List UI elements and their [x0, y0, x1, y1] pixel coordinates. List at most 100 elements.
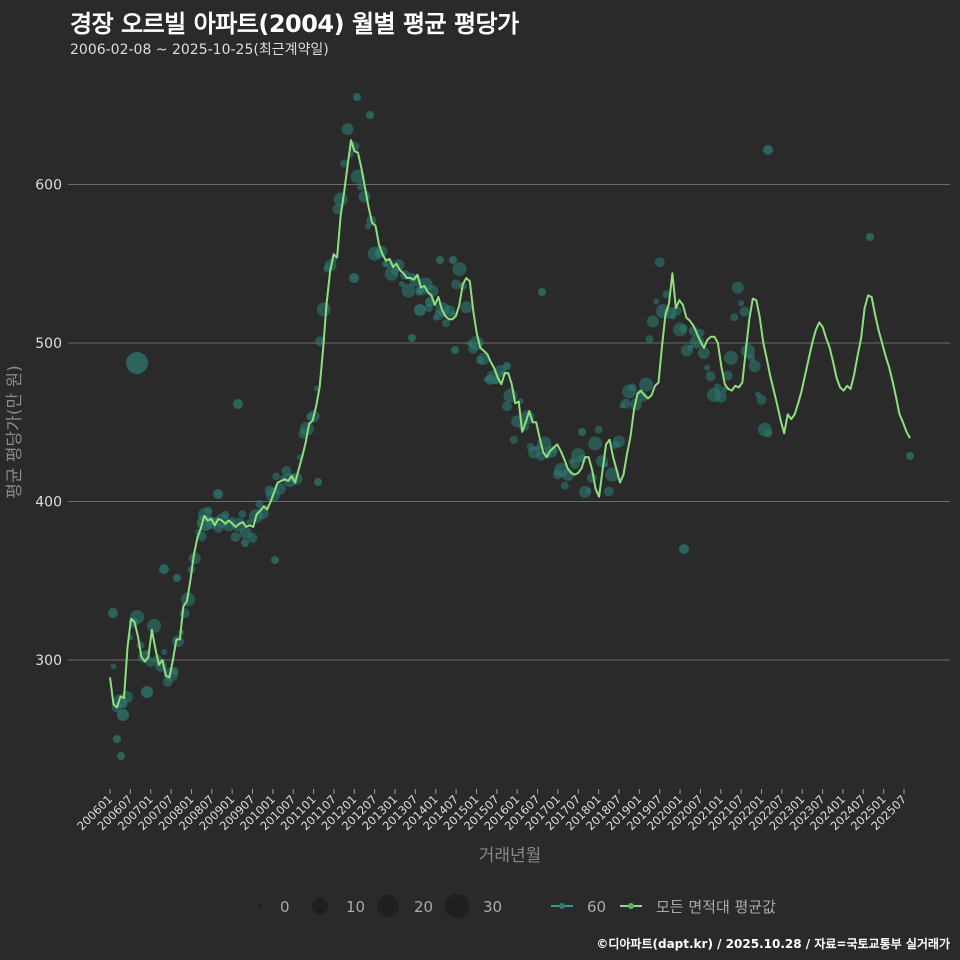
data-point [188, 552, 201, 565]
y-tick-label: 400 [35, 495, 62, 511]
legend-60-dot [559, 903, 565, 909]
data-point [408, 334, 416, 342]
data-point [646, 315, 659, 328]
legend-size-swatch [445, 894, 469, 918]
data-point [333, 192, 348, 207]
data-point [314, 478, 322, 486]
data-point [509, 435, 518, 444]
data-point [173, 574, 181, 582]
legend-size-label: 30 [483, 898, 502, 916]
chart-title: 경장 오르빌 아파트(2004) 월별 평균 평당가 [70, 10, 519, 38]
y-tick-label: 600 [35, 178, 62, 194]
data-point [414, 304, 426, 316]
legend-avg-label: 모든 면적대 평균값 [656, 898, 776, 916]
data-point [213, 489, 223, 499]
data-point [113, 735, 121, 743]
data-point [117, 709, 129, 721]
data-point [588, 436, 603, 451]
data-point [341, 123, 354, 136]
data-point [246, 519, 253, 526]
data-point [171, 635, 184, 648]
data-point [713, 383, 722, 392]
data-point [697, 347, 710, 359]
data-point [436, 256, 444, 264]
data-point [722, 370, 733, 381]
data-point [764, 429, 773, 438]
data-point [538, 288, 546, 296]
data-point [340, 159, 349, 168]
data-point [730, 313, 739, 322]
data-point [441, 319, 450, 328]
data-point [366, 111, 374, 119]
legend-size-swatch [258, 904, 262, 908]
data-point [145, 656, 156, 667]
data-point [594, 425, 603, 434]
data-point [398, 281, 405, 288]
data-point [502, 401, 512, 412]
data-point [866, 233, 874, 241]
data-point [424, 303, 433, 312]
data-point [108, 608, 118, 618]
legend-size-label: 10 [346, 898, 365, 916]
data-point [747, 353, 756, 362]
data-point [316, 302, 331, 317]
data-point [141, 686, 153, 698]
data-point [906, 452, 914, 460]
data-point [233, 399, 243, 409]
data-point [628, 383, 637, 392]
legend-size-label: 20 [414, 898, 433, 916]
data-point [349, 273, 359, 283]
data-point [110, 663, 117, 670]
data-point [679, 324, 688, 333]
y-tick-label: 300 [35, 653, 62, 669]
y-tick-label: 500 [35, 336, 62, 352]
data-point [147, 618, 162, 633]
data-point [687, 344, 694, 351]
data-point [159, 564, 169, 574]
data-point [639, 377, 654, 392]
data-point [117, 752, 125, 760]
data-point [272, 472, 281, 481]
data-point [247, 532, 258, 543]
data-point [739, 306, 750, 317]
data-point [731, 281, 744, 294]
data-point [460, 301, 473, 314]
chart-subtitle: 2006-02-08 ~ 2025-10-25(최근계약일) [70, 42, 329, 58]
data-point [690, 334, 705, 349]
data-point [204, 506, 213, 515]
data-point [605, 467, 620, 482]
data-point [332, 204, 343, 215]
data-point [451, 346, 459, 354]
data-point [586, 472, 597, 483]
data-point [721, 386, 728, 393]
data-point [671, 305, 682, 316]
data-point [358, 190, 371, 203]
data-point [714, 390, 727, 403]
data-point [350, 169, 365, 184]
y-axis-label: 평균 평당가(만 원) [5, 365, 25, 499]
data-point [241, 539, 249, 547]
data-point [738, 300, 745, 307]
legend-size-swatch [312, 898, 328, 914]
data-point [637, 391, 648, 402]
data-point [603, 486, 614, 497]
legend-size-label: 0 [280, 898, 290, 916]
data-point [756, 394, 767, 405]
data-point [763, 145, 773, 155]
data-point [477, 353, 490, 366]
data-point [451, 279, 462, 290]
data-point [705, 371, 716, 382]
legend-60-label: 60 [587, 898, 606, 916]
data-point [653, 298, 660, 305]
data-point [238, 510, 247, 519]
source-caption: ©디아파트(dapt.kr) / 2025.10.28 / 자료=국토교통부 실… [596, 937, 950, 951]
data-point [179, 608, 190, 619]
data-point [401, 283, 416, 298]
data-point [620, 398, 631, 409]
data-point [562, 468, 575, 481]
data-point [299, 421, 314, 436]
average-price-line [109, 139, 911, 709]
data-point [662, 290, 671, 299]
data-point [654, 257, 665, 268]
